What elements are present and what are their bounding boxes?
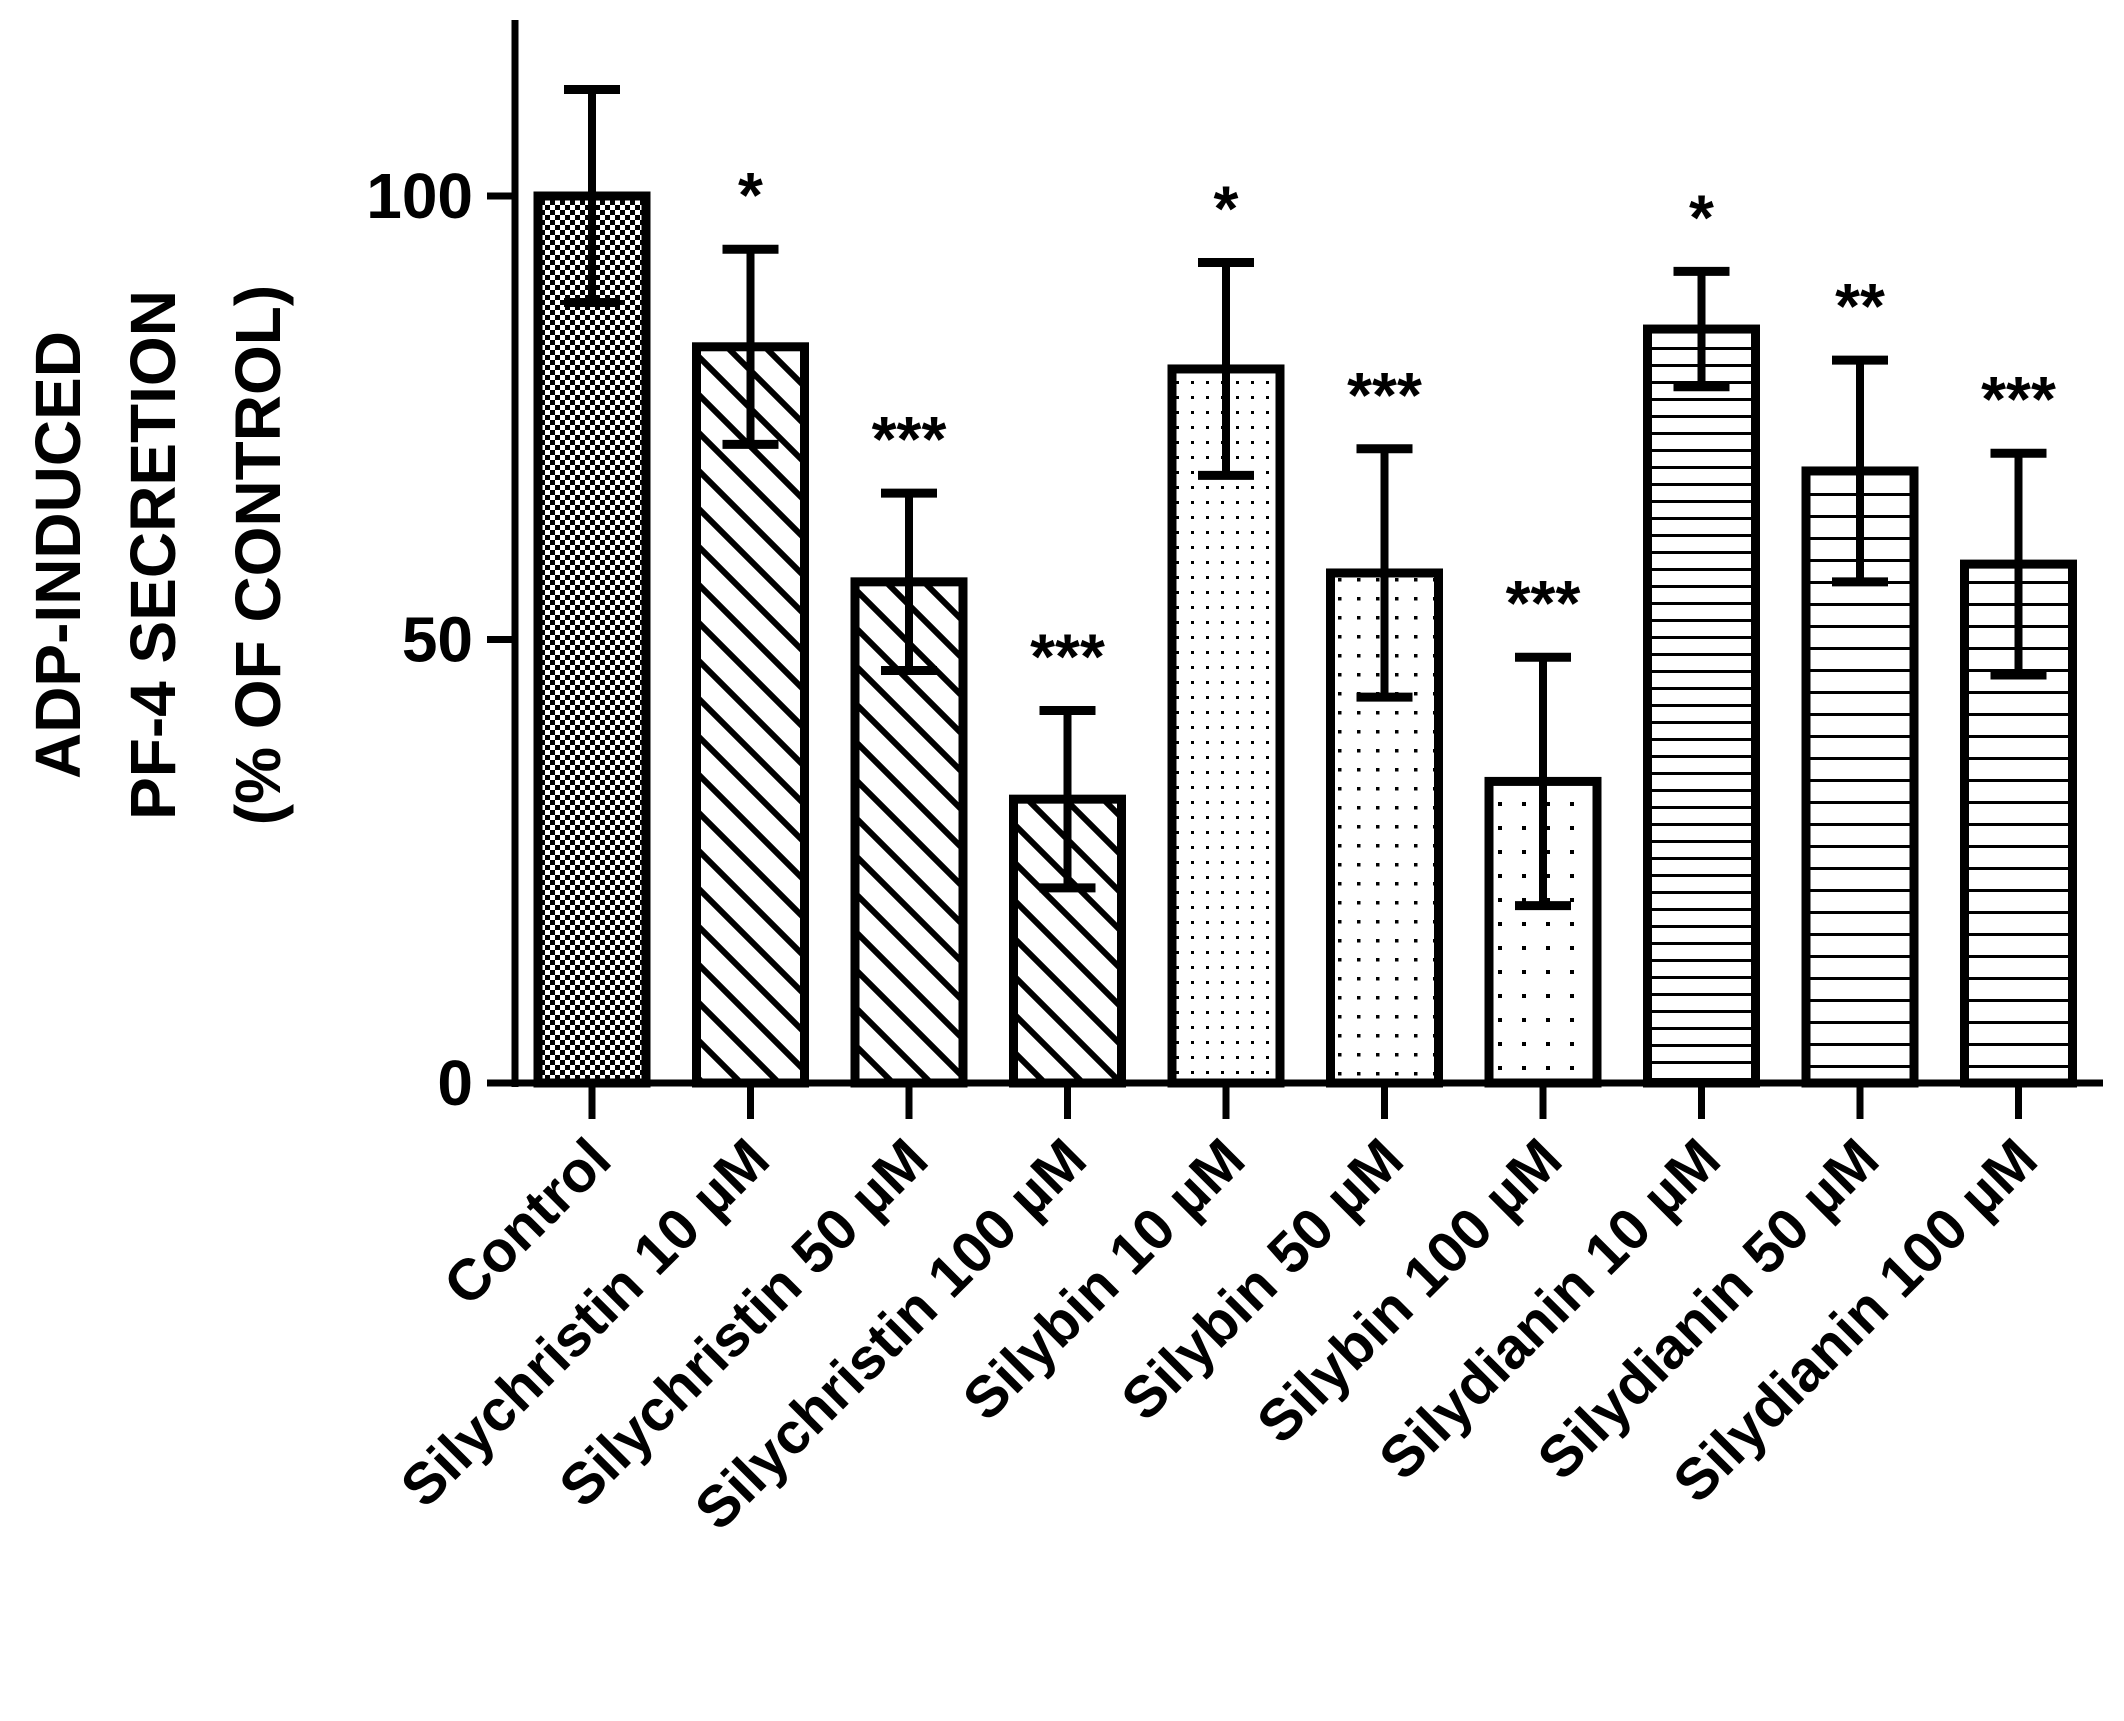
bar [1009,794,1126,1088]
bar [533,191,651,1088]
significance-marker: *** [1030,620,1105,692]
significance-marker: *** [1506,567,1581,639]
bar [692,342,809,1088]
y-axis-label-line-1: ADP-INDUCED [22,331,94,779]
y-axis-label-line-3: (% OF CONTROL) [222,285,294,825]
bar [1643,324,1760,1088]
significance-marker: *** [1981,363,2056,435]
significance-marker: *** [872,403,947,475]
y-axis-label-line-2: PF-4 SECRETION [117,290,189,820]
significance-marker: * [738,159,763,231]
category-label: Silybin 10 µM [951,1126,1258,1433]
y-tick-label: 100 [366,160,473,232]
y-axis-label: ADP-INDUCED PF-4 SECRETION (% OF CONTROL… [22,285,294,825]
y-tick-label: 50 [402,604,473,676]
significance-marker: *** [1347,359,1422,431]
y-tick-label: 0 [437,1047,473,1119]
significance-marker: * [1689,181,1714,253]
axes-group: 0 50 100 [366,20,2103,1119]
error-bars-group [564,85,2047,911]
significance-marker: * [1214,173,1239,245]
significance-marker: ** [1835,270,1885,342]
category-label: Silybin 50 µM [1109,1126,1416,1433]
